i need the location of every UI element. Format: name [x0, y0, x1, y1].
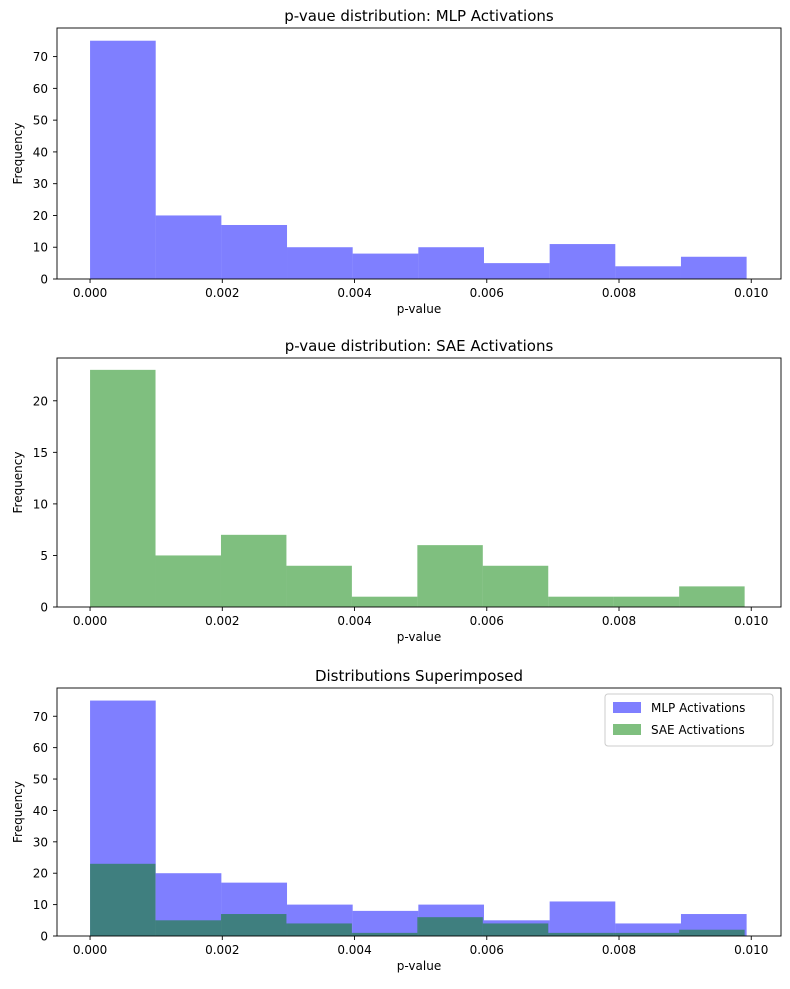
chart-1: 0.000 0.002 0.004 0.006 0.008 0.010 0 10 20 30 40 5…: [11, 7, 782, 316]
y-tick-label: 60: [33, 82, 48, 96]
histogram-bar: [352, 253, 419, 279]
histogram-bar: [679, 929, 745, 936]
legend: MLP Activations SAE Activations: [604, 693, 774, 747]
plot-area: [90, 40, 747, 279]
histogram-bar: [155, 920, 221, 936]
chart-3: 0.000 0.002 0.004 0.006 0.008 0.010 0 10 20 30 40 5…: [11, 667, 782, 973]
plot-area: [90, 700, 747, 936]
x-tick-label: 0.006: [470, 286, 504, 300]
y-tick-label: 10: [33, 241, 48, 255]
y-tick-label: 0: [40, 273, 48, 287]
histogram-bar: [417, 545, 483, 607]
histogram-bar: [548, 596, 614, 607]
histogram-bar: [482, 923, 549, 936]
histogram-bar: [549, 901, 616, 936]
y-tick-label: 20: [33, 867, 48, 881]
x-tick-label: 0.004: [337, 943, 371, 957]
x-tick-label: 0.008: [602, 614, 636, 628]
histogram-bar: [615, 266, 681, 279]
chart-2: 0.000 0.002 0.004 0.006 0.008 0.010 0 5 10 15 20 p-…: [11, 337, 782, 644]
histogram-bar: [680, 256, 747, 279]
y-tick-label: 30: [33, 835, 48, 849]
legend-label: MLP Activations: [651, 701, 745, 715]
histogram-bar: [221, 224, 288, 279]
y-tick-label: 0: [40, 930, 48, 944]
histogram-bar: [549, 244, 616, 279]
y-tick-label: 70: [33, 50, 48, 64]
x-tick-label: 0.008: [602, 286, 636, 300]
x-tick-label: 0.002: [205, 943, 239, 957]
x-tick-label: 0.010: [734, 943, 768, 957]
axes-frame: [56, 357, 782, 608]
y-tick-label: 40: [33, 804, 48, 818]
y-axis-label: Frequency: [11, 781, 25, 843]
x-tick-label: 0.000: [73, 614, 107, 628]
y-tick-label: 0: [40, 601, 48, 615]
axes-frame: [56, 27, 782, 280]
y-tick-label: 10: [33, 898, 48, 912]
plot-area: [90, 369, 745, 607]
x-tick-label: 0.006: [470, 943, 504, 957]
legend-label: SAE Activations: [651, 723, 745, 737]
histogram-bar: [155, 215, 222, 279]
x-tick-label: 0.002: [205, 614, 239, 628]
histogram-bar: [613, 596, 680, 607]
series-1: [90, 40, 747, 279]
y-axis-label: Frequency: [11, 452, 25, 514]
x-tick-label: 0.006: [470, 614, 504, 628]
y-tick-label: 10: [33, 497, 48, 511]
histogram-bar: [286, 565, 352, 607]
histogram-bar: [352, 910, 419, 936]
x-tick-label: 0.000: [73, 943, 107, 957]
histogram-bar: [483, 263, 550, 279]
y-tick-label: 40: [33, 145, 48, 159]
legend-swatch: [613, 724, 641, 735]
histogram-bar: [220, 534, 287, 607]
histogram-bar: [417, 917, 483, 936]
histogram-bar: [155, 555, 221, 607]
series-2: [90, 863, 745, 936]
histogram-bar: [418, 247, 484, 279]
chart-title: p-vaue distribution: MLP Activations: [284, 7, 554, 25]
legend-swatch: [613, 702, 641, 713]
axes-frame: [56, 687, 782, 937]
x-tick-label: 0.004: [337, 286, 371, 300]
y-tick-label: 70: [33, 710, 48, 724]
y-tick-label: 60: [33, 741, 48, 755]
histogram-bar: [548, 932, 614, 936]
histogram-bar: [90, 863, 156, 936]
y-tick-label: 5: [40, 549, 48, 563]
histogram-bar: [287, 247, 353, 279]
x-tick-label: 0.010: [734, 286, 768, 300]
x-tick-label: 0.002: [205, 286, 239, 300]
y-axis-label: Frequency: [11, 123, 25, 185]
histogram-bar: [613, 932, 680, 936]
x-tick-label: 0.010: [734, 614, 768, 628]
histogram-bar: [351, 932, 418, 936]
y-tick-label: 50: [33, 773, 48, 787]
x-tick-label: 0.004: [337, 614, 371, 628]
x-axis-label: p-value: [397, 959, 441, 973]
histogram-bar: [90, 40, 156, 279]
histogram-bar: [286, 923, 352, 936]
chart-title: Distributions Superimposed: [315, 667, 523, 685]
x-axis-label: p-value: [397, 302, 441, 316]
y-tick-label: 30: [33, 177, 48, 191]
legend-box: [604, 693, 774, 747]
histogram-bar: [351, 596, 418, 607]
y-tick-label: 50: [33, 114, 48, 128]
histogram-bar: [220, 914, 287, 936]
histogram-bar: [679, 586, 745, 607]
y-tick-label: 20: [33, 209, 48, 223]
x-tick-label: 0.000: [73, 286, 107, 300]
histogram-bar: [90, 369, 156, 607]
x-axis-label: p-value: [397, 630, 441, 644]
chart-title: p-vaue distribution: SAE Activations: [285, 337, 554, 355]
y-tick-label: 20: [33, 394, 48, 408]
y-tick-label: 15: [33, 446, 48, 460]
x-tick-label: 0.008: [602, 943, 636, 957]
histogram-bar: [482, 565, 549, 607]
series-1: [90, 369, 745, 607]
